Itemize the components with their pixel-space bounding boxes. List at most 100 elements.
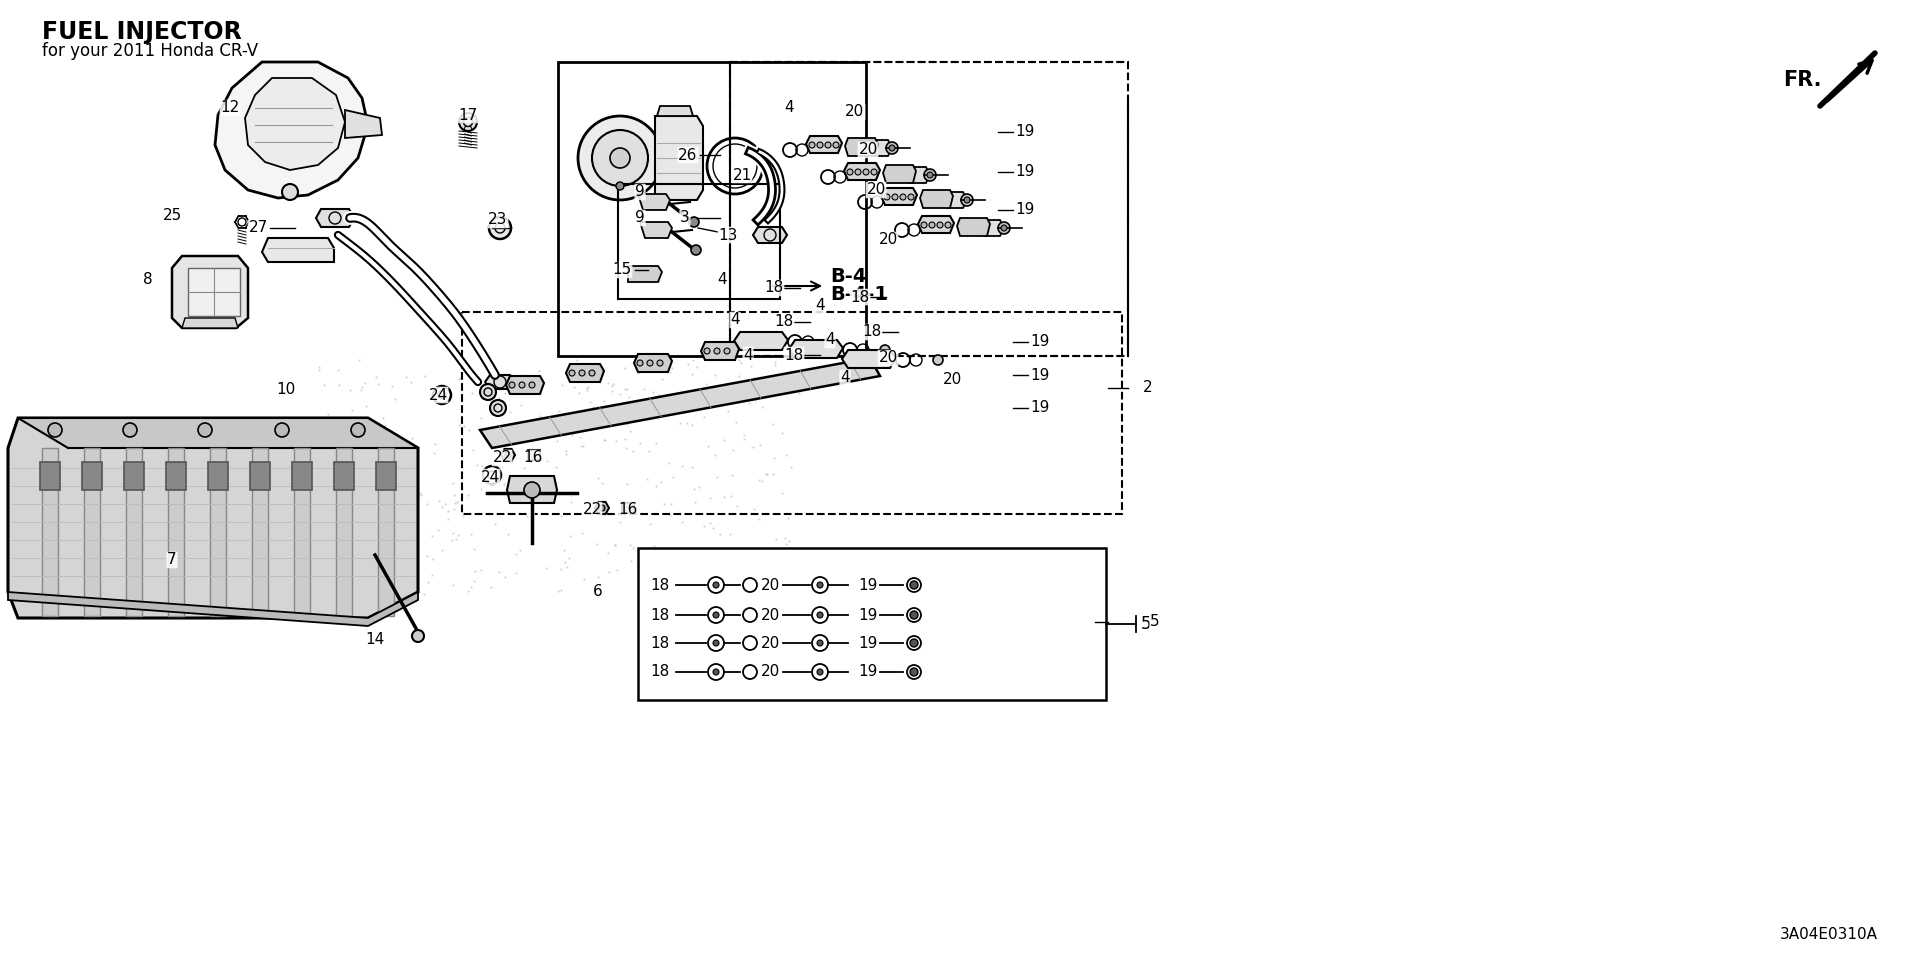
- Point: [438, 525, 468, 540]
- Circle shape: [509, 382, 515, 388]
- Circle shape: [282, 184, 298, 200]
- Circle shape: [123, 423, 136, 437]
- Circle shape: [962, 194, 973, 206]
- Point: [770, 447, 801, 463]
- Point: [622, 406, 653, 421]
- Circle shape: [568, 370, 574, 376]
- Point: [764, 373, 795, 389]
- Point: [783, 386, 814, 401]
- Point: [724, 369, 755, 384]
- Point: [551, 444, 582, 459]
- Point: [476, 579, 507, 594]
- Polygon shape: [317, 209, 353, 227]
- Bar: [637, 548, 1106, 700]
- Bar: [292, 462, 311, 490]
- Point: [614, 423, 645, 439]
- Circle shape: [872, 169, 877, 175]
- Point: [743, 557, 774, 572]
- Text: 16: 16: [524, 450, 543, 466]
- Text: FR.: FR.: [1784, 70, 1822, 90]
- Point: [422, 388, 453, 403]
- Point: [616, 413, 647, 428]
- Circle shape: [826, 337, 835, 347]
- Circle shape: [647, 360, 653, 366]
- Point: [735, 358, 766, 373]
- Text: 20: 20: [866, 182, 885, 198]
- Point: [551, 560, 582, 575]
- Polygon shape: [637, 194, 670, 210]
- Circle shape: [900, 194, 906, 200]
- Circle shape: [854, 169, 860, 175]
- Circle shape: [885, 142, 899, 154]
- Polygon shape: [566, 364, 605, 382]
- Point: [470, 462, 501, 477]
- Point: [474, 388, 505, 403]
- Polygon shape: [872, 140, 893, 156]
- Point: [708, 490, 739, 505]
- Point: [733, 395, 764, 410]
- Text: 18: 18: [764, 280, 783, 296]
- Point: [774, 574, 804, 589]
- Polygon shape: [657, 106, 693, 116]
- Point: [751, 466, 781, 481]
- Polygon shape: [634, 354, 672, 372]
- Point: [376, 425, 407, 441]
- Point: [699, 447, 730, 463]
- Circle shape: [657, 360, 662, 366]
- Point: [776, 459, 806, 474]
- Point: [509, 461, 540, 476]
- Point: [541, 459, 572, 474]
- Point: [422, 388, 453, 403]
- Circle shape: [818, 142, 824, 148]
- Point: [772, 370, 803, 385]
- Text: 14: 14: [365, 633, 384, 647]
- Point: [733, 575, 764, 590]
- Point: [622, 365, 653, 380]
- Bar: [378, 448, 394, 616]
- Point: [528, 485, 559, 500]
- Point: [605, 515, 636, 530]
- Circle shape: [637, 360, 643, 366]
- Point: [657, 496, 687, 512]
- Point: [568, 572, 599, 588]
- Circle shape: [924, 169, 937, 181]
- Point: [735, 584, 766, 599]
- Point: [599, 538, 630, 553]
- Circle shape: [893, 194, 899, 200]
- Point: [321, 557, 351, 572]
- Point: [386, 574, 417, 589]
- Point: [584, 569, 614, 585]
- Circle shape: [691, 245, 701, 255]
- Polygon shape: [843, 350, 897, 368]
- Point: [609, 399, 639, 415]
- Text: 12: 12: [221, 101, 240, 115]
- Point: [716, 489, 747, 504]
- Point: [309, 550, 340, 565]
- Point: [524, 363, 555, 378]
- Circle shape: [724, 348, 730, 354]
- Circle shape: [833, 142, 839, 148]
- Point: [643, 579, 674, 594]
- Point: [555, 528, 586, 543]
- Text: 20: 20: [943, 372, 962, 388]
- Point: [599, 376, 630, 392]
- Point: [622, 498, 653, 514]
- Bar: [252, 448, 269, 616]
- Point: [515, 530, 545, 545]
- Point: [624, 574, 655, 589]
- Circle shape: [459, 113, 476, 131]
- Point: [384, 451, 415, 467]
- Point: [720, 570, 751, 586]
- Point: [645, 474, 676, 490]
- Circle shape: [712, 612, 718, 618]
- Point: [336, 481, 367, 496]
- Point: [593, 564, 624, 579]
- Point: [442, 494, 472, 510]
- Point: [392, 453, 422, 468]
- Text: 4: 4: [730, 313, 739, 327]
- Point: [655, 508, 685, 523]
- Point: [609, 409, 639, 424]
- Bar: [127, 448, 142, 616]
- Point: [666, 459, 697, 474]
- Point: [543, 403, 574, 419]
